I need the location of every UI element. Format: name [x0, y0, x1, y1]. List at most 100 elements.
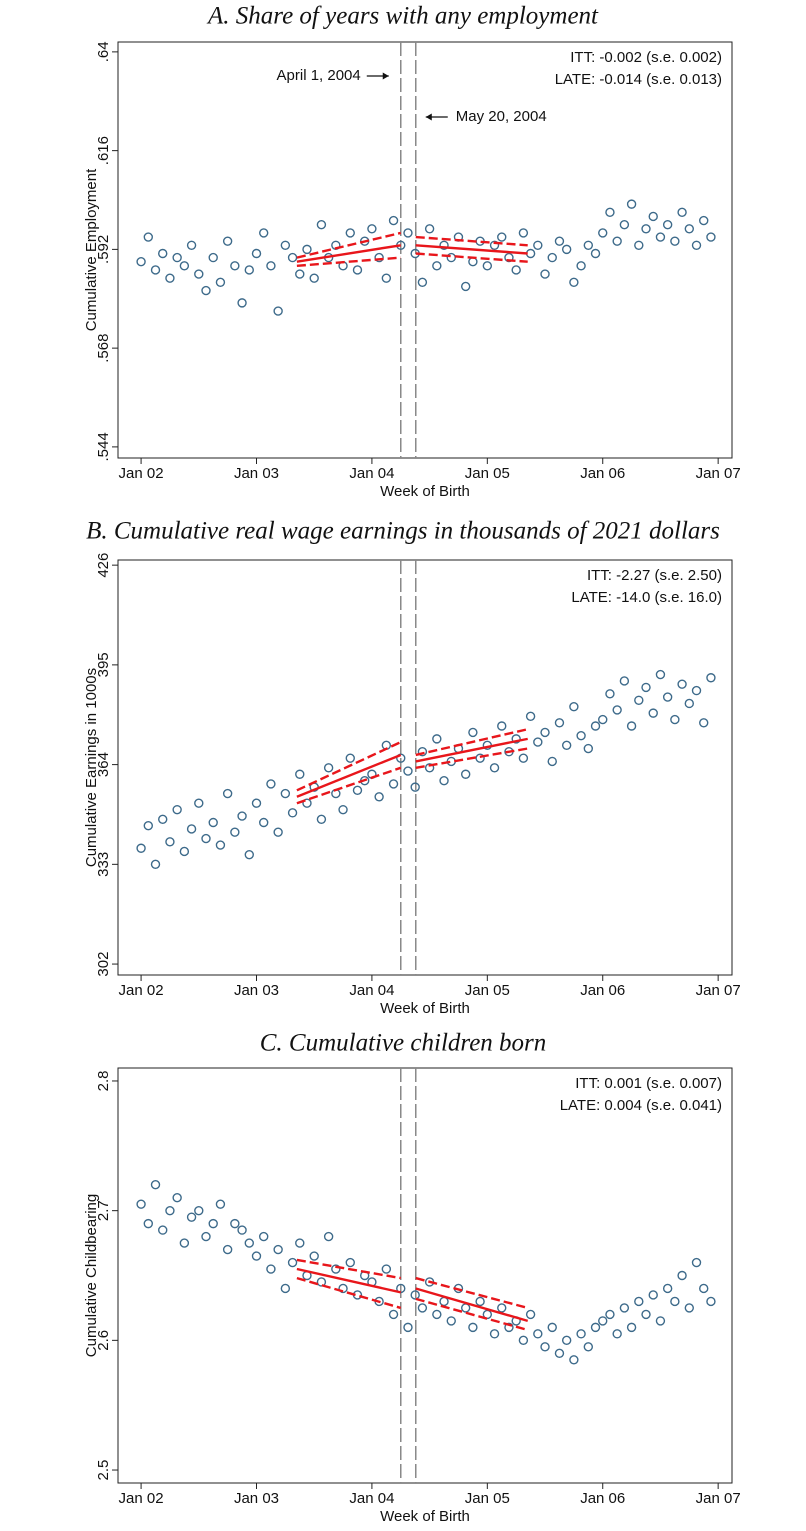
point [691, 240, 702, 250]
point [439, 240, 449, 250]
point [561, 740, 572, 751]
fit-line [415, 244, 528, 255]
point [143, 821, 153, 831]
stat-label: ITT: -2.27 (s.e. 2.50) [587, 567, 722, 584]
point [287, 1257, 298, 1268]
point [641, 224, 651, 234]
point [576, 1329, 586, 1339]
y-tick-label: .592 [95, 235, 112, 264]
point [706, 1296, 716, 1307]
x-tick-label: Jan 04 [349, 465, 394, 482]
x-tick-label: Jan 04 [349, 1490, 394, 1507]
point [381, 1264, 392, 1274]
point [540, 1342, 550, 1352]
point [194, 269, 204, 279]
annotation: May 20, 2004 [456, 108, 547, 125]
point [215, 1199, 226, 1209]
x-tick-label: Jan 03 [234, 982, 279, 999]
point [662, 1283, 673, 1294]
y-tick-label: 426 [95, 553, 112, 578]
point [626, 1322, 637, 1333]
point [497, 1303, 507, 1313]
point [699, 718, 709, 728]
point [179, 1238, 190, 1248]
fit-line [296, 1267, 402, 1294]
point [424, 763, 435, 773]
point [489, 763, 500, 773]
point [158, 1225, 168, 1235]
point [251, 798, 262, 808]
point [446, 252, 456, 263]
fit-line [296, 1258, 401, 1280]
fit-line [415, 1287, 529, 1323]
stat-label: ITT: -0.002 (s.e. 0.002) [570, 49, 722, 66]
point [222, 236, 233, 246]
point [677, 679, 687, 689]
y-tick-label: 2.8 [95, 1071, 112, 1092]
point [323, 1231, 334, 1242]
point [446, 1316, 456, 1326]
point [309, 1251, 319, 1261]
point [237, 1225, 247, 1235]
point [309, 273, 319, 283]
point [266, 261, 276, 271]
point [230, 827, 240, 837]
plot-frame [117, 41, 733, 459]
point [374, 252, 384, 263]
point [699, 1283, 709, 1294]
point [605, 207, 615, 218]
x-tick-label: Jan 06 [580, 465, 625, 482]
point [266, 1264, 276, 1274]
point [222, 1244, 233, 1255]
point [237, 811, 247, 821]
point [547, 756, 557, 767]
point [432, 261, 442, 271]
plot-frame [117, 559, 733, 976]
point [432, 734, 442, 744]
point [143, 232, 153, 242]
x-tick-label: Jan 06 [580, 982, 625, 999]
point [259, 1231, 269, 1242]
point [172, 1192, 182, 1203]
point [215, 277, 226, 288]
point [432, 1309, 442, 1320]
point [352, 785, 363, 796]
point [302, 798, 312, 808]
point [244, 1238, 254, 1248]
point [287, 808, 298, 818]
fit-line [296, 256, 401, 268]
point [273, 1244, 283, 1255]
point [345, 228, 355, 238]
point [280, 240, 291, 250]
y-tick-label: 364 [95, 752, 112, 777]
point [179, 261, 190, 271]
annotation: April 1, 2004 [277, 67, 361, 84]
point [547, 1322, 557, 1333]
fit-line [415, 737, 528, 763]
point [598, 1316, 608, 1326]
point [598, 714, 608, 725]
point [331, 1264, 341, 1274]
point [323, 763, 334, 773]
point [345, 753, 355, 763]
point [266, 779, 276, 789]
point [699, 215, 709, 226]
point [504, 252, 514, 263]
point [612, 705, 622, 715]
fit-line [415, 235, 528, 247]
point [576, 730, 586, 741]
y-tick-label: 333 [95, 852, 112, 877]
point [215, 840, 226, 850]
x-tick-label: Jan 02 [119, 982, 164, 999]
point [208, 817, 218, 828]
fit-line [415, 1276, 529, 1310]
point [540, 269, 550, 279]
chart-title: A. Share of years with any employment [206, 3, 599, 30]
point [136, 1199, 146, 1209]
point [172, 804, 182, 815]
point [367, 224, 377, 234]
point [583, 743, 594, 754]
point [489, 240, 500, 250]
point [396, 753, 406, 763]
point [518, 753, 529, 763]
